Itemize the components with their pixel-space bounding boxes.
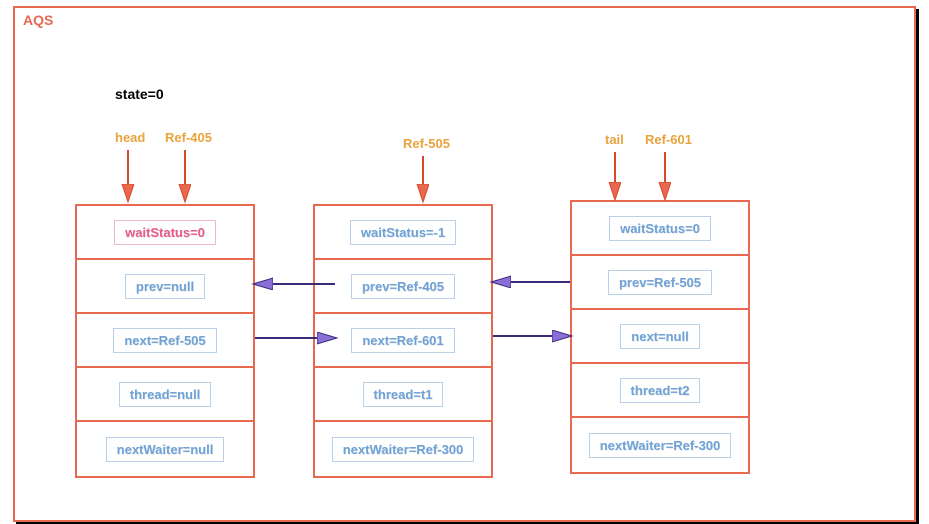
cell-text: next=Ref-505 [113,328,216,353]
node-cell: next=null [572,310,748,364]
node-cell: next=Ref-601 [315,314,491,368]
node-cell: prev=null [77,260,253,314]
node-cell: prev=Ref-405 [315,260,491,314]
node-cell: thread=t1 [315,368,491,422]
node-cell: waitStatus=0 [77,206,253,260]
cell-text: nextWaiter=Ref-300 [332,437,475,462]
node-cell: nextWaiter=Ref-300 [572,418,748,472]
cell-text: prev=Ref-505 [608,270,712,295]
cell-text: waitStatus=-1 [350,220,456,245]
cell-text: thread=t2 [620,378,701,403]
cell-text: thread=t1 [363,382,444,407]
cell-text: prev=null [125,274,205,299]
node-cell: nextWaiter=null [77,422,253,476]
container-title: AQS [23,12,53,28]
cell-text: thread=null [119,382,211,407]
pointer-label: Ref-505 [403,136,450,151]
pointer-label: head [115,130,145,145]
cell-text: next=null [620,324,699,349]
node-cell: waitStatus=0 [572,202,748,256]
node-cell: waitStatus=-1 [315,206,491,260]
pointer-label: tail [605,132,624,147]
node-cell: thread=t2 [572,364,748,418]
cell-text: waitStatus=0 [114,220,216,245]
queue-node: waitStatus=0 prev=null next=Ref-505 thread=… [75,204,255,478]
aqs-container: AQS state=0 head Ref-405 Ref-505 tail Ref-60… [13,6,916,522]
cell-text: nextWaiter=Ref-300 [589,433,732,458]
cell-text: prev=Ref-405 [351,274,455,299]
cell-text: next=Ref-601 [351,328,454,353]
queue-node: waitStatus=-1 prev=Ref-405 next=Ref-601 thr… [313,204,493,478]
queue-node: waitStatus=0 prev=Ref-505 next=null thread=… [570,200,750,474]
cell-text: waitStatus=0 [609,216,711,241]
cell-text: nextWaiter=null [106,437,225,462]
pointer-label: Ref-601 [645,132,692,147]
node-cell: prev=Ref-505 [572,256,748,310]
node-cell: nextWaiter=Ref-300 [315,422,491,476]
node-cell: thread=null [77,368,253,422]
node-cell: next=Ref-505 [77,314,253,368]
pointer-label: Ref-405 [165,130,212,145]
state-label: state=0 [115,86,164,102]
